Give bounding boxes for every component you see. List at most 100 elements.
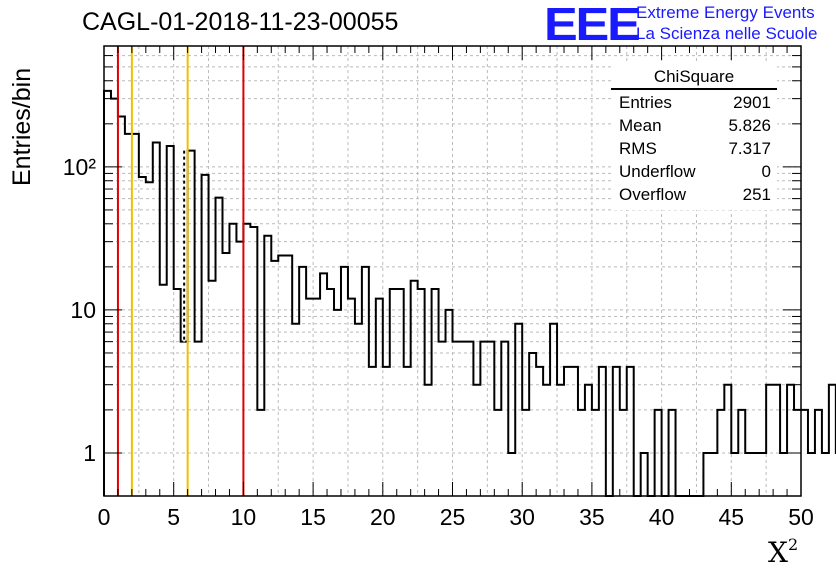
histogram-bin <box>306 299 313 496</box>
histogram-bin <box>766 385 773 496</box>
stat-mean: Mean 5.826 <box>619 116 771 138</box>
x-tick-label: 35 <box>579 504 605 530</box>
histogram-bin <box>125 134 132 496</box>
histogram-bin <box>355 324 362 496</box>
y-tick-label: 1 <box>83 440 96 466</box>
stats-box: ChiSquare Entries 2901 Mean 5.826 RMS 7.… <box>611 64 777 210</box>
histogram-bin <box>153 143 160 496</box>
histogram-bin <box>132 134 139 496</box>
stat-entries: Entries 2901 <box>619 93 771 115</box>
histogram-bin <box>271 261 278 496</box>
histogram-bin <box>425 385 432 496</box>
histogram-bin <box>334 310 341 496</box>
histogram-bin <box>829 385 836 496</box>
histogram-bin <box>195 342 202 496</box>
stat-label: Overflow <box>619 185 687 204</box>
x-tick-label: 50 <box>788 504 814 530</box>
histogram-bin <box>473 385 480 496</box>
stat-label: Underflow <box>619 162 696 181</box>
histogram-bin <box>745 453 752 496</box>
histogram-bin <box>787 385 794 496</box>
x-tick-label: 20 <box>370 504 396 530</box>
y-tick-label: 10 <box>70 297 96 323</box>
histogram-bin <box>174 289 181 496</box>
x-tick-label: 10 <box>231 504 257 530</box>
histogram-bin <box>780 453 787 496</box>
histogram-bin <box>167 146 174 496</box>
histogram-bin <box>118 117 125 496</box>
stat-label: Entries <box>619 93 672 112</box>
histogram-bin <box>243 224 250 496</box>
histogram-bin <box>404 367 411 496</box>
histogram-bin <box>641 453 648 496</box>
histogram-bin <box>550 324 557 496</box>
histogram-bin <box>717 410 724 496</box>
histogram-bin <box>724 385 731 496</box>
histogram-bin <box>501 342 508 496</box>
histogram-bin <box>160 285 167 496</box>
histogram-bin <box>487 342 494 496</box>
stat-value: 251 <box>742 185 771 204</box>
histogram-bin <box>710 453 717 496</box>
y-tick-label: 10² <box>63 154 97 180</box>
histogram-bin <box>320 273 327 496</box>
histogram-bin <box>278 256 285 496</box>
histogram-bin <box>522 410 529 496</box>
histogram-bin <box>418 289 425 496</box>
histogram-bin <box>453 342 460 496</box>
histogram-bin <box>543 385 550 496</box>
stat-value: 2901 <box>733 93 771 112</box>
stats-divider <box>611 88 777 90</box>
histogram-bin <box>146 182 153 496</box>
histogram-bin <box>222 253 229 496</box>
histogram-bin <box>181 342 188 496</box>
histogram-bin <box>139 177 146 496</box>
x-tick-label: 15 <box>300 504 326 530</box>
histogram-bin <box>264 236 271 496</box>
x-tick-label: 0 <box>98 504 111 530</box>
x-tick-label: 40 <box>649 504 675 530</box>
histogram-bin <box>585 385 592 496</box>
histogram-bin <box>703 453 710 496</box>
stat-label: RMS <box>619 139 657 158</box>
histogram-bin <box>229 224 236 496</box>
stat-underflow: Underflow 0 <box>619 162 771 184</box>
histogram-bin <box>362 267 369 496</box>
histogram-bin <box>292 324 299 496</box>
x-tick-label: 30 <box>509 504 535 530</box>
x-tick-label: 25 <box>440 504 466 530</box>
histogram-bin <box>432 289 439 496</box>
histogram-bin <box>759 453 766 496</box>
histogram-bin <box>773 385 780 496</box>
histogram-bin <box>299 267 306 496</box>
histogram-bin <box>411 281 418 496</box>
histogram-bin <box>815 410 822 496</box>
histogram-bin <box>529 353 536 496</box>
histogram-bin <box>313 299 320 496</box>
histogram-bin <box>446 310 453 496</box>
histogram-bin <box>390 289 397 496</box>
histogram-bin <box>104 91 111 496</box>
stats-title: ChiSquare <box>653 67 735 86</box>
histogram-bin <box>571 367 578 496</box>
histogram-bin <box>752 453 759 496</box>
histogram-bin <box>202 175 209 496</box>
x-tick-label: 5 <box>167 504 180 530</box>
histogram-bin <box>285 256 292 496</box>
histogram-bin <box>731 453 738 496</box>
histogram-bin <box>669 410 676 496</box>
histogram-bin <box>111 99 118 496</box>
histogram-bin <box>250 227 257 496</box>
histogram-bin <box>515 324 522 496</box>
stat-overflow: Overflow 251 <box>619 185 771 207</box>
histogram-bin <box>808 453 815 496</box>
histogram-bin <box>536 367 543 496</box>
histogram-bin <box>655 410 662 496</box>
histogram-bin <box>209 281 216 496</box>
eee-logo: EEE <box>544 0 641 50</box>
brand-line-2: La Scienza nelle Scuole <box>636 24 818 43</box>
histogram-bin <box>620 410 627 496</box>
histogram-bin <box>369 367 376 496</box>
histogram-line <box>103 89 836 497</box>
